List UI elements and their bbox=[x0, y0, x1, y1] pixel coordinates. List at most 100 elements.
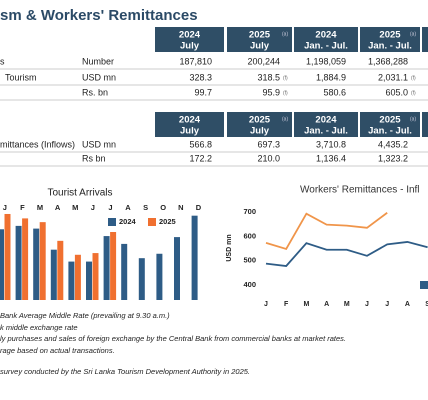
column-year: 2024 bbox=[315, 115, 337, 126]
cell-note: (f) bbox=[411, 90, 416, 96]
row-unit: Rs bn bbox=[82, 153, 106, 163]
cell-value: 3,710.8 bbox=[316, 139, 346, 149]
bar bbox=[121, 243, 128, 300]
cell-value: 566.8 bbox=[189, 139, 212, 149]
month-label: D bbox=[196, 203, 202, 212]
column-period: July bbox=[250, 126, 270, 137]
month-label: A bbox=[55, 203, 61, 212]
footnote: survey conducted by the Sri Lanka Touris… bbox=[0, 367, 250, 376]
bar bbox=[33, 228, 40, 300]
cell-note: (f) bbox=[283, 90, 288, 96]
cell-value: 1,368,288 bbox=[368, 56, 408, 66]
y-tick-label: 500 bbox=[243, 256, 256, 265]
legend-swatch bbox=[420, 281, 428, 289]
bar bbox=[156, 253, 163, 300]
bar bbox=[103, 236, 110, 300]
x-tick-label: M bbox=[303, 301, 309, 308]
header-cell bbox=[360, 27, 420, 52]
bar bbox=[15, 225, 22, 300]
month-label: J bbox=[3, 203, 7, 212]
column-period: July bbox=[180, 126, 200, 137]
bar bbox=[68, 261, 75, 300]
month-label: F bbox=[20, 203, 25, 212]
row-label: s bbox=[0, 56, 5, 66]
footnote: rage based on actual transactions. bbox=[0, 346, 115, 355]
header-cell bbox=[155, 27, 224, 52]
column-period: Jan. - Jul. bbox=[368, 41, 412, 52]
bar bbox=[174, 237, 180, 300]
cell-value: 328.3 bbox=[189, 72, 212, 82]
legend-label: 2024 bbox=[119, 217, 137, 226]
month-label: M bbox=[72, 203, 78, 212]
line bbox=[265, 212, 388, 251]
cell-value: 697.3 bbox=[257, 139, 280, 149]
column-year: 2025 bbox=[249, 30, 271, 41]
y-tick-label: 600 bbox=[243, 231, 256, 240]
bar bbox=[110, 232, 117, 300]
month-label: M bbox=[37, 203, 43, 212]
column-period: Jan. - Jul. bbox=[304, 126, 348, 137]
header-cell bbox=[155, 112, 224, 137]
legend-label: 2025 bbox=[159, 217, 176, 226]
column-note: (a) bbox=[410, 31, 416, 37]
header-cell bbox=[422, 112, 428, 137]
bar bbox=[86, 261, 92, 300]
bar bbox=[22, 218, 29, 300]
column-note: (a) bbox=[282, 116, 288, 122]
footnote: Bank Average Middle Rate (prevailing at … bbox=[0, 311, 170, 320]
header-cell bbox=[360, 112, 420, 137]
x-tick-label: J bbox=[264, 301, 268, 308]
cell-note: (f) bbox=[411, 75, 416, 81]
bar bbox=[191, 215, 198, 300]
chart-title: Workers' Remittances - Infl bbox=[300, 185, 420, 196]
bar bbox=[138, 258, 145, 300]
column-period: Jan. - Jul. bbox=[368, 126, 412, 137]
cell-value: 580.6 bbox=[323, 87, 346, 97]
bar bbox=[4, 213, 11, 300]
month-label: N bbox=[178, 203, 183, 212]
month-label: A bbox=[125, 203, 131, 212]
bar bbox=[39, 222, 46, 300]
bar bbox=[50, 249, 57, 300]
cell-value: 1,136.4 bbox=[316, 153, 346, 163]
row-unit: USD mn bbox=[82, 139, 116, 149]
header-cell bbox=[422, 27, 428, 52]
column-year: 2024 bbox=[315, 30, 337, 41]
cell-value: 1,884.9 bbox=[316, 72, 346, 82]
bar bbox=[57, 240, 64, 300]
legend-swatch bbox=[148, 218, 156, 226]
column-year: 2024 bbox=[179, 115, 201, 126]
cell-value: 200,244 bbox=[247, 56, 280, 66]
row-label: mittances (Inflows) bbox=[0, 139, 75, 149]
x-tick-label: F bbox=[284, 301, 289, 308]
column-period: Jan. - Jul. bbox=[304, 41, 348, 52]
row-label: Tourism bbox=[5, 72, 37, 82]
x-tick-label: S bbox=[425, 301, 428, 308]
title: sm & Workers' Remittances bbox=[0, 7, 198, 24]
cell-value: 1,323.2 bbox=[378, 153, 408, 163]
column-period: July bbox=[250, 41, 270, 52]
month-label: J bbox=[91, 203, 95, 212]
cell-value: 605.0 bbox=[385, 87, 408, 97]
column-note: (a) bbox=[282, 31, 288, 37]
x-tick-label: A bbox=[405, 301, 410, 308]
header-cell bbox=[294, 27, 358, 52]
header-cell bbox=[227, 27, 292, 52]
cell-value: 99.7 bbox=[194, 87, 212, 97]
cell-value: 318.5 bbox=[257, 72, 280, 82]
row-unit: Rs. bn bbox=[82, 87, 108, 97]
y-tick-label: 700 bbox=[243, 207, 256, 216]
cell-value: 1,198,059 bbox=[306, 56, 346, 66]
x-tick-label: M bbox=[344, 301, 350, 308]
x-tick-label: J bbox=[365, 301, 369, 308]
row-unit: Number bbox=[82, 56, 114, 66]
cell-value: 210.0 bbox=[257, 153, 280, 163]
month-label: O bbox=[160, 203, 166, 212]
cell-value: 187,810 bbox=[179, 56, 212, 66]
bar bbox=[92, 253, 99, 300]
cell-value: 2,031.1 bbox=[378, 72, 408, 82]
month-label: J bbox=[108, 203, 112, 212]
cell-value: 95.9 bbox=[262, 87, 280, 97]
header-cell bbox=[294, 112, 358, 137]
